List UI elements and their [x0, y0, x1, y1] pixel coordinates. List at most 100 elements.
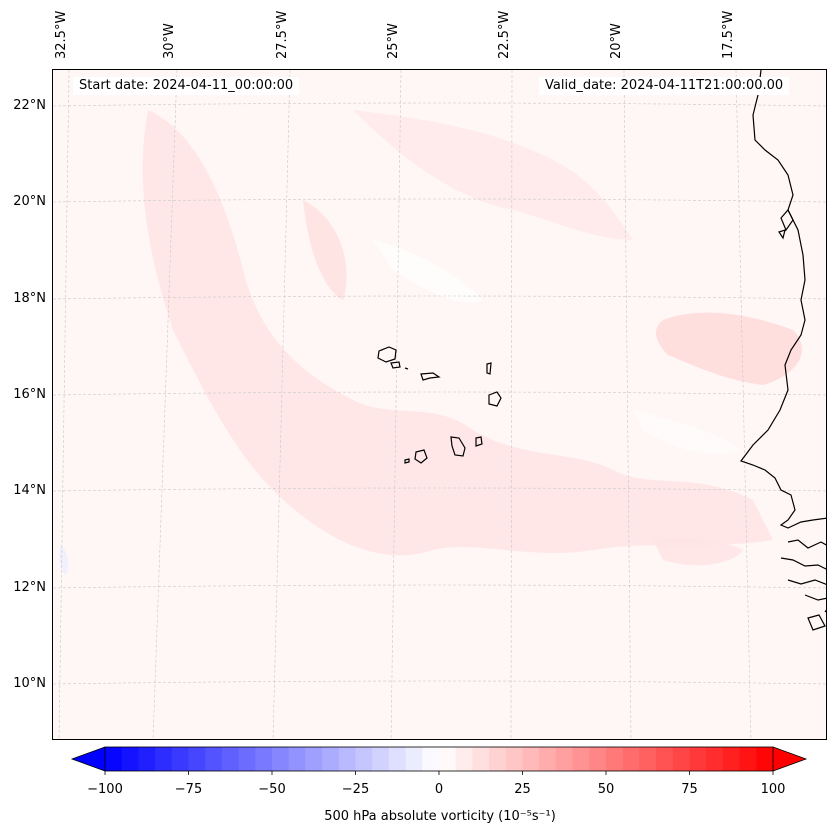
colorbar-cell	[689, 747, 707, 771]
island-santiago	[450, 436, 466, 457]
colorbar-cell	[589, 747, 607, 771]
map-panel	[52, 69, 827, 740]
coast-inlet	[787, 539, 826, 549]
lat-label-12n: 12°N	[13, 580, 46, 595]
colorbar-cell	[722, 747, 741, 771]
valid-date-label: Valid_date: 2024-04-11T21:00:00.00	[539, 77, 790, 95]
colorbar-cell	[155, 747, 173, 771]
colorbar-cell	[255, 747, 273, 771]
colorbar-cell	[505, 747, 523, 771]
lon-label-20w: 20°W	[609, 23, 624, 59]
vorticity-field	[59, 110, 802, 575]
colorbar-outline-ends	[772, 746, 808, 772]
colorbar-tick-label: 25	[514, 782, 531, 797]
island-brava	[404, 458, 410, 464]
colorbar-cell	[221, 747, 240, 771]
colorbar-tick-label: 0	[434, 782, 444, 797]
coast-inlet	[824, 609, 826, 613]
colorbar-cell	[272, 747, 290, 771]
colorbar-cell	[138, 747, 156, 771]
lon-label-22-5w: 22.5°W	[497, 10, 512, 59]
colorbar-cell	[121, 747, 139, 771]
colorbar-cell	[539, 747, 557, 771]
colorbar-cell	[305, 747, 323, 771]
vorticity-patch	[353, 110, 633, 240]
colorbar-cell	[706, 747, 724, 771]
colorbar-cell	[322, 747, 340, 771]
colorbar-cell	[455, 747, 473, 771]
colorbar-cell	[439, 747, 457, 771]
colorbar-tick-label: 75	[681, 782, 698, 797]
colorbar-cell	[522, 747, 540, 771]
parallel-line	[53, 680, 826, 685]
vorticity-patch	[653, 538, 743, 566]
coast-inlet	[807, 614, 826, 631]
lon-label-25w: 25°W	[386, 23, 401, 59]
vorticity-patch	[656, 312, 802, 385]
meridian-line	[390, 70, 402, 739]
island-santo-antao	[377, 346, 397, 363]
colorbar-tick-label: 50	[597, 782, 615, 797]
colorbar-cell	[756, 747, 774, 771]
coast-inlet	[787, 579, 826, 585]
parallel-line	[53, 295, 826, 300]
lat-label-14n: 14°N	[13, 483, 46, 498]
graticule	[53, 70, 826, 739]
colorbar-tick-label: 100	[760, 782, 786, 797]
colorbar-cell	[171, 747, 189, 771]
vorticity-patch	[373, 240, 483, 303]
meridian-line	[510, 70, 513, 739]
island-sal	[486, 362, 492, 375]
coastal-island	[778, 229, 786, 240]
colorbar-cell	[739, 747, 757, 771]
colorbar-cell	[572, 747, 590, 771]
lon-label-30w: 30°W	[162, 23, 177, 59]
parallel-line	[53, 584, 826, 589]
meridian-line	[272, 70, 291, 739]
colorbar-cell	[205, 747, 223, 771]
lat-label-16n: 16°N	[13, 387, 46, 402]
cape-verde-islands	[377, 346, 502, 464]
colorbar-outline-ends	[70, 746, 106, 772]
colorbar-cell	[288, 747, 306, 771]
island-sao-nicolau	[420, 372, 441, 381]
lat-label-22n: 22°N	[13, 98, 46, 113]
colorbar-cell	[606, 747, 624, 771]
coastlines	[740, 70, 826, 631]
island-boa-vista	[488, 391, 502, 407]
colorbar-cell	[388, 747, 407, 771]
colorbar-cell	[656, 747, 674, 771]
colorbar-cell	[188, 747, 206, 771]
island-maio	[475, 436, 483, 447]
island-fogo	[414, 449, 428, 464]
coastal-island	[780, 208, 794, 232]
lon-label-27-5w: 27.5°W	[275, 10, 290, 59]
colorbar-tick-label: −25	[341, 782, 370, 797]
colorbar-cell	[238, 747, 256, 771]
colorbar-tick-label: −75	[174, 782, 203, 797]
colorbar-extend-min	[72, 747, 105, 771]
vorticity-patch	[59, 545, 69, 575]
colorbar-cell	[405, 747, 423, 771]
lon-label-32-5w: 32.5°W	[54, 10, 69, 59]
colorbar-cells	[105, 747, 774, 771]
vorticity-patch	[142, 110, 774, 556]
africa-coastline	[740, 70, 826, 529]
lon-label-17-5w: 17.5°W	[721, 10, 736, 59]
colorbar-cell	[355, 747, 373, 771]
colorbar-cell	[105, 747, 123, 771]
colorbar-ticks	[104, 771, 774, 775]
lat-label-20n: 20°N	[13, 194, 46, 209]
meridian-line	[58, 70, 70, 739]
colorbar-cell	[472, 747, 490, 771]
colorbar-tick-label: −50	[258, 782, 286, 797]
parallel-line	[53, 487, 826, 492]
coast-inlet	[804, 594, 826, 601]
map-canvas	[53, 70, 826, 739]
vorticity-patch	[303, 200, 347, 300]
colorbar-cell	[555, 747, 574, 771]
colorbar-cell	[639, 747, 657, 771]
colorbar-cell	[422, 747, 440, 771]
colorbar-cell	[622, 747, 640, 771]
colorbar-label: 500 hPa absolute vorticity (10⁻⁵s⁻¹)	[324, 809, 556, 824]
